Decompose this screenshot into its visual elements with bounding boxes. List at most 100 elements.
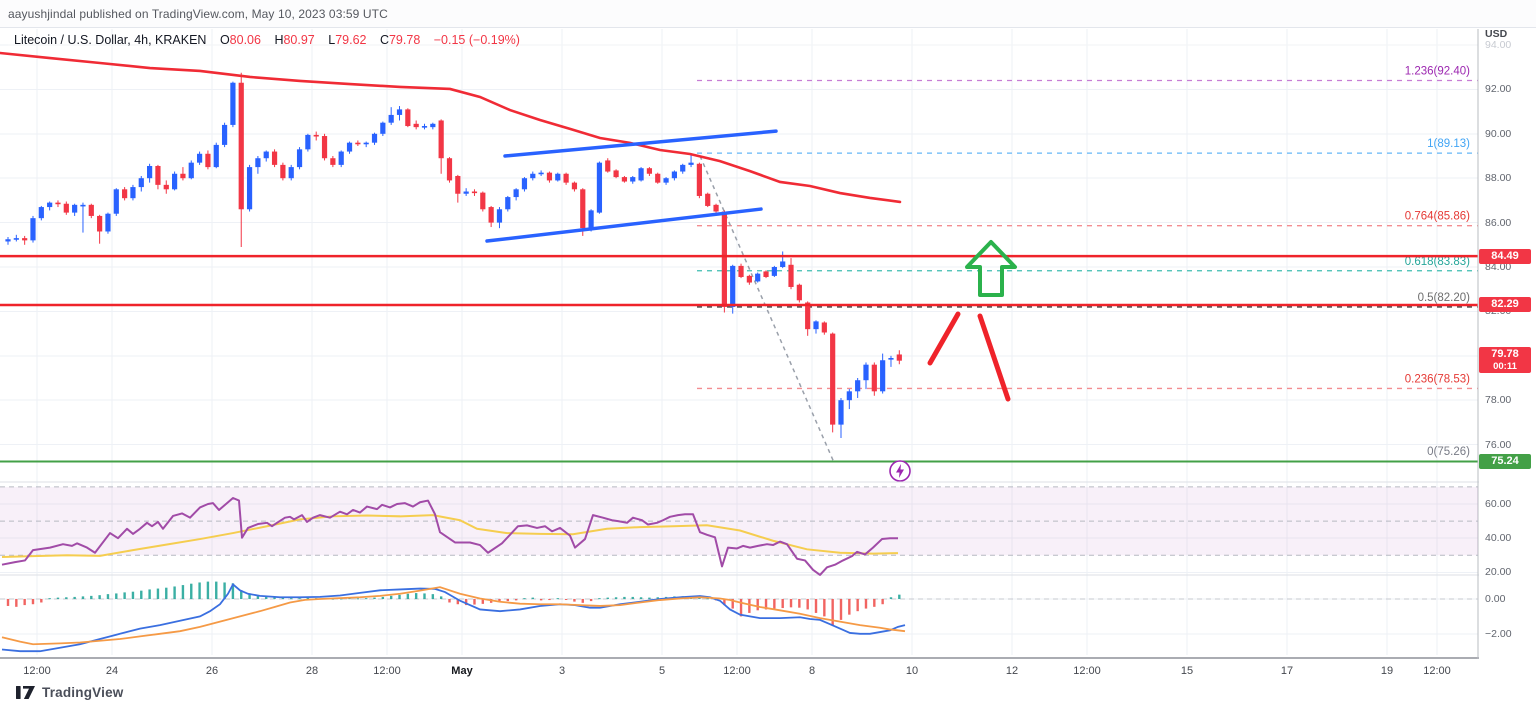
macd-histogram-bar[interactable] [81, 596, 85, 599]
macd-histogram-bar[interactable] [348, 598, 351, 600]
macd-histogram-bar[interactable] [831, 599, 834, 626]
macd-histogram-bar[interactable] [381, 596, 385, 599]
macd-histogram-bar[interactable] [215, 581, 218, 599]
macd-histogram-bar[interactable] [198, 582, 201, 599]
macd-histogram-bar[interactable] [165, 587, 168, 599]
macd-histogram-bar[interactable] [706, 598, 709, 600]
candle-up[interactable] [688, 162, 694, 165]
candle-down[interactable] [646, 168, 653, 174]
candle-down[interactable] [330, 158, 336, 165]
macd-histogram-bar[interactable] [6, 599, 10, 606]
macd-histogram-bar[interactable] [248, 593, 251, 599]
candle-down[interactable] [788, 264, 794, 287]
candle-up[interactable] [230, 82, 236, 125]
macd-histogram-bar[interactable] [864, 599, 868, 609]
candle-down[interactable] [63, 203, 69, 213]
lower-trendline[interactable] [485, 207, 763, 243]
candle-up[interactable] [755, 273, 761, 282]
macd-histogram-bar[interactable] [131, 591, 135, 599]
candle-up[interactable] [138, 178, 144, 188]
macd-histogram-bar[interactable] [173, 586, 176, 599]
macd-histogram-bar[interactable] [656, 597, 659, 599]
candle-up[interactable] [188, 162, 194, 179]
tradingview-logo[interactable]: TradingView [16, 685, 123, 700]
macd-histogram-bar[interactable] [456, 599, 460, 605]
macd-histogram-bar[interactable] [356, 598, 360, 600]
candle-up[interactable] [388, 114, 394, 123]
candle-down[interactable] [405, 109, 411, 127]
candle-up[interactable] [5, 239, 11, 242]
candle-down[interactable] [705, 193, 711, 206]
macd-histogram-bar[interactable] [806, 599, 809, 610]
macd-histogram-bar[interactable] [398, 594, 401, 599]
macd-histogram-bar[interactable] [56, 597, 60, 599]
candle-up[interactable] [680, 164, 686, 172]
candle-down[interactable] [488, 207, 494, 223]
candle-down[interactable] [613, 170, 619, 178]
red-rejection-stroke[interactable] [977, 313, 1011, 402]
candle-up[interactable] [730, 265, 736, 307]
candle-up[interactable] [780, 261, 786, 267]
candle-up[interactable] [538, 172, 544, 175]
candle-up[interactable] [596, 162, 603, 213]
candle-up[interactable] [463, 191, 469, 194]
macd-histogram-bar[interactable] [623, 596, 626, 599]
macd-histogram-bar[interactable] [506, 599, 509, 602]
candle-up[interactable] [663, 178, 669, 183]
candle-down[interactable] [471, 191, 478, 194]
candle-down[interactable] [546, 172, 553, 181]
candle-down[interactable] [271, 151, 278, 165]
macd-histogram-bar[interactable] [606, 597, 609, 599]
macd-histogram-bar[interactable] [798, 599, 801, 608]
time-axis[interactable]: 12:00 24 26 28 12:00 May 3 5 12:00 8 10 12 12:00 15 17… [0, 659, 1536, 682]
macd-histogram-bar[interactable] [639, 597, 643, 599]
candle-down[interactable] [180, 173, 186, 179]
macd-histogram-bar[interactable] [523, 598, 526, 600]
candle-down[interactable] [155, 165, 161, 185]
ma-line[interactable] [0, 51, 902, 204]
candle-up[interactable] [172, 173, 178, 190]
candle-up[interactable] [588, 210, 594, 229]
macd-histogram-bar[interactable] [190, 583, 193, 599]
candle-down[interactable] [455, 175, 461, 194]
macd-histogram-bar[interactable] [414, 593, 418, 599]
macd-histogram-bar[interactable] [731, 599, 734, 609]
candle-up[interactable] [671, 171, 677, 179]
candle-up[interactable] [638, 168, 644, 181]
macd-histogram-bar[interactable] [581, 599, 584, 603]
macd-histogram-bar[interactable] [548, 599, 551, 601]
macd-histogram-bar[interactable] [281, 597, 285, 599]
macd-histogram-bar[interactable] [73, 596, 76, 599]
candle-down[interactable] [480, 192, 486, 210]
candle-up[interactable] [363, 142, 369, 145]
macd-histogram-bar[interactable] [90, 595, 93, 599]
macd-histogram-bar[interactable] [539, 599, 543, 601]
macd-histogram-bar[interactable] [40, 599, 43, 603]
candle-up[interactable] [346, 142, 353, 152]
candle-up[interactable] [863, 364, 869, 381]
candle-down[interactable] [321, 136, 328, 159]
macd-histogram-bar[interactable] [473, 599, 476, 605]
candle-down[interactable] [122, 189, 128, 199]
candle-down[interactable] [621, 177, 628, 182]
candle-down[interactable] [163, 184, 169, 190]
green-up-arrow[interactable] [965, 240, 1017, 297]
candle-up[interactable] [521, 178, 528, 190]
macd-histogram-bar[interactable] [739, 599, 743, 617]
upper-trendline[interactable] [503, 129, 778, 158]
candle-down[interactable] [896, 354, 902, 361]
candle-down[interactable] [746, 275, 752, 283]
chart-canvas[interactable]: 1.236(92.40) 1(89.13) 0.764(85.86) 0.618(83… [0, 28, 1536, 709]
macd-histogram-bar[interactable] [156, 588, 160, 599]
macd-histogram-bar[interactable] [631, 596, 634, 599]
macd-histogram-bar[interactable] [431, 594, 435, 599]
macd-histogram-bar[interactable] [181, 585, 185, 599]
macd-histogram-bar[interactable] [856, 599, 859, 612]
macd-histogram-bar[interactable] [589, 599, 593, 602]
macd-histogram-bar[interactable] [514, 599, 518, 601]
fib-baseline[interactable] [699, 155, 834, 461]
candle-down[interactable] [655, 173, 661, 183]
candle-down[interactable] [563, 173, 569, 183]
macd-histogram-bar[interactable] [764, 599, 768, 610]
candle-down[interactable] [796, 284, 802, 301]
